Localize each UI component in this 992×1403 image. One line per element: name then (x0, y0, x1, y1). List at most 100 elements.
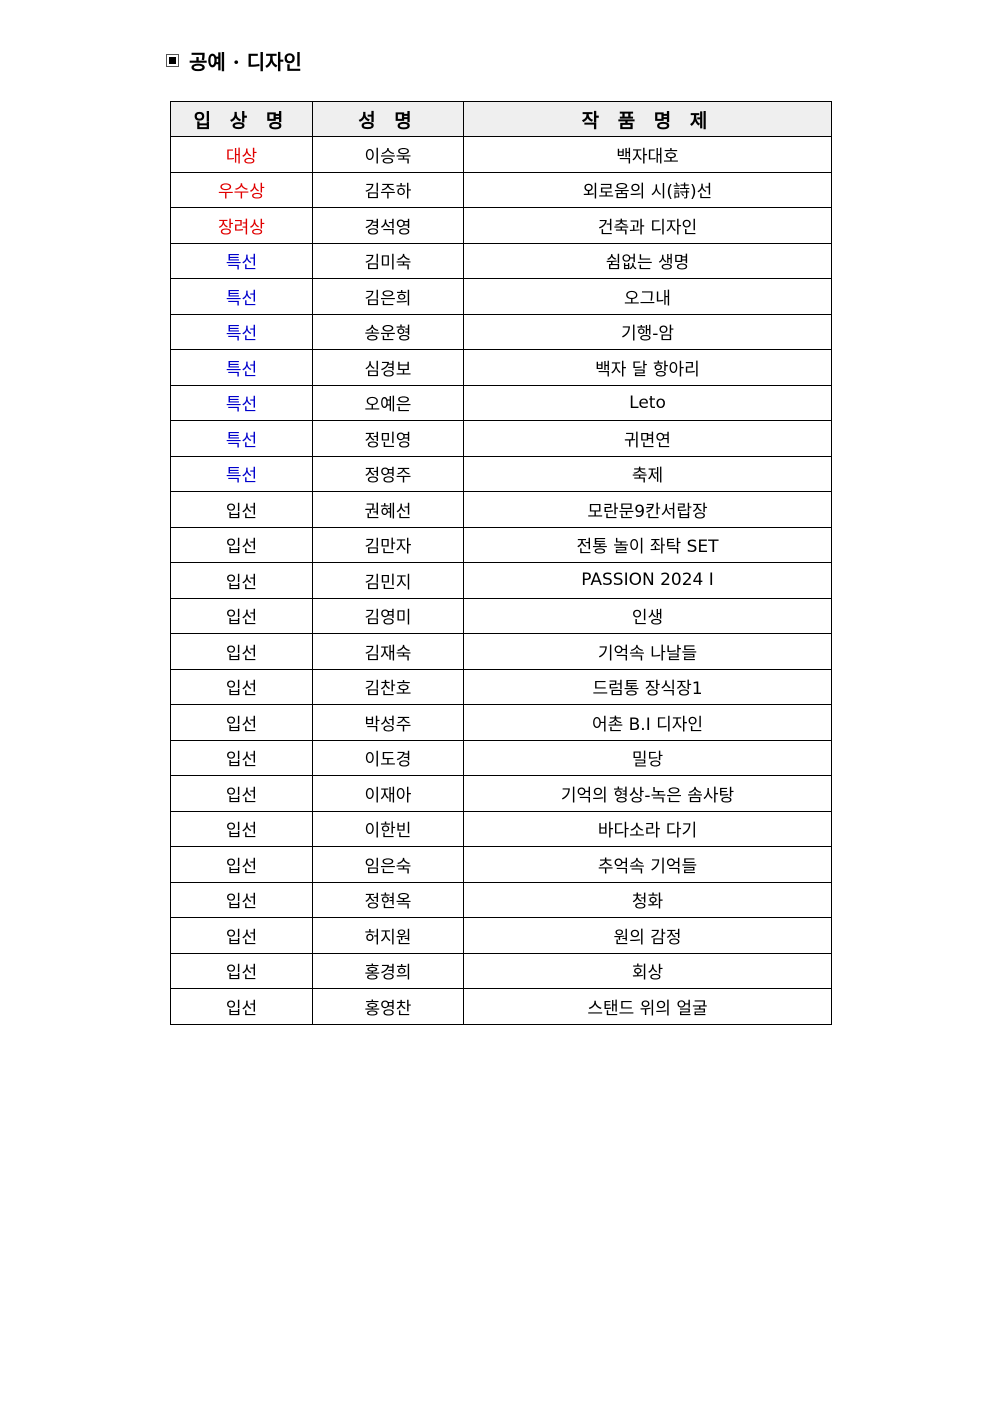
work-title-cell: 전통 놀이 좌탁 SET (463, 526, 832, 563)
work-title-cell: 축제 (463, 455, 832, 492)
artist-name-cell: 김재숙 (312, 633, 464, 670)
work-title-cell: 건축과 디자인 (463, 207, 832, 244)
artist-name-cell: 권혜선 (312, 491, 464, 528)
table-row: 특선 김은희 오그내 (170, 278, 832, 315)
work-title-cell: 스탠드 위의 얼굴 (463, 988, 832, 1025)
table-row: 입선 이재아 기억의 형상-녹은 솜사탕 (170, 775, 832, 812)
artist-name-cell: 김주하 (312, 171, 464, 208)
table-row: 특선 심경보 백자 달 항아리 (170, 349, 832, 386)
award-cell: 특선 (170, 455, 313, 492)
header-award: 입 상 명 (170, 101, 313, 137)
award-cell: 입선 (170, 597, 313, 634)
table-row: 입선 박성주 어촌 B.I 디자인 (170, 704, 832, 741)
table-row: 입선 홍영찬 스탠드 위의 얼굴 (170, 988, 832, 1025)
header-name: 성 명 (312, 101, 464, 137)
work-title-cell: 기행-암 (463, 313, 832, 350)
award-cell: 입선 (170, 491, 313, 528)
award-cell: 우수상 (170, 171, 313, 208)
work-title-cell: 인생 (463, 597, 832, 634)
award-cell: 입선 (170, 739, 313, 776)
work-title-cell: 오그내 (463, 278, 832, 315)
artist-name-cell: 이재아 (312, 775, 464, 812)
work-title-cell: 회상 (463, 952, 832, 989)
table-row: 입선 허지원 원의 감정 (170, 917, 832, 954)
artist-name-cell: 오예은 (312, 384, 464, 421)
artist-name-cell: 정현옥 (312, 881, 464, 918)
table-row: 입선 이도경 밀당 (170, 739, 832, 776)
award-cell: 입선 (170, 526, 313, 563)
artist-name-cell: 김미숙 (312, 242, 464, 279)
artist-name-cell: 김찬호 (312, 668, 464, 705)
work-title-cell: 드럼통 장식장1 (463, 668, 832, 705)
table-row: 입선 이한빈 바다소라 다기 (170, 810, 832, 847)
table-header-row: 입 상 명 성 명 작 품 명 제 (170, 101, 832, 137)
artist-name-cell: 정민영 (312, 420, 464, 457)
table-row: 입선 정현옥 청화 (170, 881, 832, 918)
artist-name-cell: 이승욱 (312, 136, 464, 173)
work-title-cell: 추억속 기억들 (463, 846, 832, 883)
table-row: 대상 이승욱 백자대호 (170, 136, 832, 173)
work-title-cell: Leto (463, 384, 832, 421)
table-row: 입선 김만자 전통 놀이 좌탁 SET (170, 526, 832, 563)
work-title-cell: 귀면연 (463, 420, 832, 457)
table-row: 입선 권혜선 모란문9칸서랍장 (170, 491, 832, 528)
artist-name-cell: 김은희 (312, 278, 464, 315)
table-row: 장려상 경석영 건축과 디자인 (170, 207, 832, 244)
table-row: 입선 김영미 인생 (170, 597, 832, 634)
section-title-text: 공예 · 디자인 (189, 50, 302, 74)
artist-name-cell: 허지원 (312, 917, 464, 954)
award-cell: 특선 (170, 349, 313, 386)
section-title: 공예 · 디자인 (166, 46, 302, 75)
award-cell: 입선 (170, 810, 313, 847)
award-cell: 장려상 (170, 207, 313, 244)
award-cell: 대상 (170, 136, 313, 173)
award-cell: 입선 (170, 988, 313, 1025)
work-title-cell: 백자대호 (463, 136, 832, 173)
artist-name-cell: 김영미 (312, 597, 464, 634)
award-cell: 입선 (170, 562, 313, 599)
award-cell: 입선 (170, 952, 313, 989)
award-cell: 특선 (170, 278, 313, 315)
award-cell: 입선 (170, 775, 313, 812)
artist-name-cell: 홍경희 (312, 952, 464, 989)
award-cell: 입선 (170, 917, 313, 954)
work-title-cell: 모란문9칸서랍장 (463, 491, 832, 528)
artist-name-cell: 경석영 (312, 207, 464, 244)
table-row: 입선 김민지 PASSION 2024 Ⅰ (170, 562, 832, 599)
work-title-cell: 기억속 나날들 (463, 633, 832, 670)
award-cell: 특선 (170, 420, 313, 457)
artist-name-cell: 정영주 (312, 455, 464, 492)
award-cell: 입선 (170, 846, 313, 883)
artist-name-cell: 이한빈 (312, 810, 464, 847)
artist-name-cell: 김민지 (312, 562, 464, 599)
table-row: 특선 정영주 축제 (170, 455, 832, 492)
work-title-cell: 기억의 형상-녹은 솜사탕 (463, 775, 832, 812)
award-cell: 입선 (170, 704, 313, 741)
artist-name-cell: 박성주 (312, 704, 464, 741)
award-cell: 입선 (170, 881, 313, 918)
artist-name-cell: 이도경 (312, 739, 464, 776)
table-row: 특선 정민영 귀면연 (170, 420, 832, 457)
black-square-bullet-icon (166, 54, 179, 67)
artist-name-cell: 김만자 (312, 526, 464, 563)
artist-name-cell: 홍영찬 (312, 988, 464, 1025)
table-row: 입선 홍경희 회상 (170, 952, 832, 989)
work-title-cell: 바다소라 다기 (463, 810, 832, 847)
work-title-cell: 백자 달 항아리 (463, 349, 832, 386)
table-row: 특선 오예은 Leto (170, 384, 832, 421)
table-row: 입선 임은숙 추억속 기억들 (170, 846, 832, 883)
award-cell: 특선 (170, 384, 313, 421)
work-title-cell: 밀당 (463, 739, 832, 776)
award-cell: 특선 (170, 242, 313, 279)
work-title-cell: 원의 감정 (463, 917, 832, 954)
award-cell: 특선 (170, 313, 313, 350)
work-title-cell: 청화 (463, 881, 832, 918)
table-row: 특선 김미숙 쉼없는 생명 (170, 242, 832, 279)
awards-table: 입 상 명 성 명 작 품 명 제 대상 이승욱 백자대호 우수상 김주하 외로움의 시(… (170, 101, 832, 1025)
table-row: 입선 김찬호 드럼통 장식장1 (170, 668, 832, 705)
award-cell: 입선 (170, 668, 313, 705)
work-title-cell: PASSION 2024 Ⅰ (463, 562, 832, 599)
artist-name-cell: 송운형 (312, 313, 464, 350)
artist-name-cell: 심경보 (312, 349, 464, 386)
work-title-cell: 외로움의 시(詩)선 (463, 171, 832, 208)
